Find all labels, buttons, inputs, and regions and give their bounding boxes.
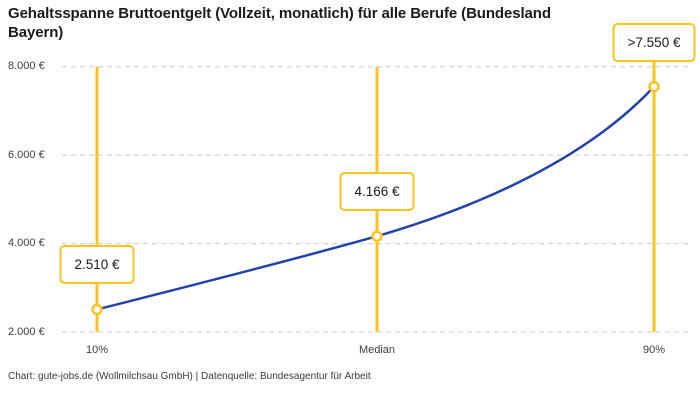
value-label-90pct: >7.550 € [612,22,696,62]
y-tick-label: 4.000 € [8,237,45,250]
value-label-10pct: 2.510 € [59,245,135,285]
source-attribution: Chart: gute-jobs.de (Wollmilchsau GmbH) … [8,371,371,382]
x-tick-label-90pct: 90% [642,344,666,356]
y-tick-label: 2.000 € [8,325,45,338]
y-tick-label: 6.000 € [8,148,45,161]
chart-title: Gehaltsspanne Bruttoentgelt (Vollzeit, m… [8,5,551,41]
value-label-median: 4.166 € [339,172,415,212]
y-tick-label: 8.000 € [8,60,45,73]
x-tick-label-median: Median [358,344,396,356]
x-tick-label-10pct: 10% [85,344,109,356]
